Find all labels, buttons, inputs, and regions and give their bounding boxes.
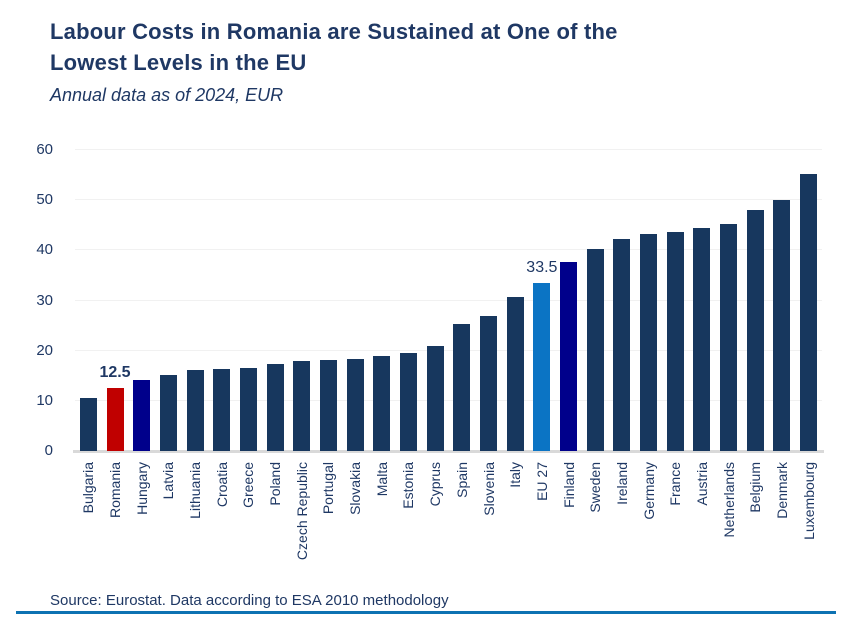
gridline-50 (75, 199, 822, 201)
x-axis-label-latvia: Latvia (160, 462, 177, 500)
bar-bulgaria (79, 398, 97, 451)
data-label-romania: 12.5 (99, 364, 131, 382)
bar-portugal (319, 360, 337, 451)
x-axis-label-spain: Spain (453, 462, 470, 498)
x-axis-label-poland: Poland (267, 462, 284, 506)
x-axis-label-netherlands: Netherlands (720, 462, 737, 538)
bar-luxembourg (800, 174, 818, 451)
bar-slovakia (346, 359, 364, 451)
bar-hungary (133, 380, 151, 451)
x-axis-label-ireland: Ireland (613, 462, 630, 505)
x-axis-label-germany: Germany (640, 462, 657, 520)
x-axis-label-cyprus: Cyprus (427, 462, 444, 507)
x-axis-label-austria: Austria (693, 462, 710, 506)
y-tick-label-0: 0 (44, 442, 53, 459)
chart-title: Labour Costs in Romania are Sustained at… (50, 16, 770, 78)
x-axis-label-slovakia: Slovakia (347, 462, 364, 515)
x-axis-label-lithuania: Lithuania (187, 462, 204, 519)
bar-italy (506, 296, 524, 451)
bar-croatia (213, 368, 231, 451)
bar-eu-27 (533, 282, 551, 451)
chart-title-line2: Lowest Levels in the EU (50, 50, 307, 75)
chart-subtitle: Annual data as of 2024, EUR (50, 85, 284, 105)
x-axis-label-italy: Italy (507, 462, 524, 488)
x-axis-label-slovenia: Slovenia (480, 462, 497, 516)
y-tick-label-20: 20 (36, 341, 53, 359)
bar-finland (560, 261, 578, 451)
x-axis-label-portugal: Portugal (320, 462, 337, 515)
bar-belgium (746, 209, 764, 451)
bar-austria (693, 228, 711, 451)
y-tick-label-50: 50 (36, 191, 53, 209)
x-axis-label-bulgaria: Bulgaria (80, 462, 97, 514)
plot-area: 12.5 33.5 (73, 149, 824, 453)
footer-rule (16, 611, 836, 614)
gridline-40 (75, 249, 822, 251)
x-axis-label-hungary: Hungary (133, 462, 150, 515)
bar-lithuania (186, 370, 204, 451)
bar-latvia (159, 375, 177, 451)
x-axis-labels: Bulgaria Romania Hungary Latvia Lithuania Cro… (75, 462, 822, 587)
gridline-20 (75, 349, 822, 351)
bar-estonia (399, 353, 417, 451)
x-axis-label-denmark: Denmark (773, 462, 790, 519)
x-axis-label-czech-republic: Czech Republic (293, 462, 310, 561)
chart-title-line1: Labour Costs in Romania are Sustained at… (50, 19, 618, 44)
y-tick-label-30: 30 (36, 291, 53, 309)
bar-czech-republic (293, 360, 311, 451)
bar-spain (453, 323, 471, 451)
bar-netherlands (720, 224, 738, 451)
y-tick-label-60: 60 (36, 141, 53, 158)
data-label-eu-27: 33.5 (526, 258, 558, 276)
bar-greece (239, 367, 257, 451)
x-axis-line (73, 450, 824, 453)
source-note: Source: Eurostat. Data according to ESA … (50, 592, 449, 609)
x-axis-label-luxembourg: Luxembourg (800, 462, 817, 540)
x-axis-label-belgium: Belgium (747, 462, 764, 513)
x-axis-label-croatia: Croatia (213, 462, 230, 508)
gridline-30 (75, 299, 822, 301)
x-axis-label-romania: Romania (107, 462, 124, 519)
y-tick-label-40: 40 (36, 241, 53, 259)
bar-poland (266, 364, 284, 451)
bar-romania (106, 388, 124, 451)
x-axis-label-sweden: Sweden (587, 462, 604, 513)
bar-slovenia (480, 316, 498, 451)
bar-denmark (773, 200, 791, 451)
bar-france (666, 231, 684, 451)
bar-malta (373, 355, 391, 451)
bar-cyprus (426, 345, 444, 451)
bar-sweden (586, 249, 604, 451)
x-axis-label-malta: Malta (373, 462, 390, 497)
y-tick-label-10: 10 (36, 391, 53, 409)
bar-germany (640, 233, 658, 451)
x-axis-label-eu-27: EU 27 (533, 462, 550, 501)
gridline-60 (75, 149, 822, 150)
bar-ireland (613, 238, 631, 451)
gridline-10 (75, 399, 822, 401)
x-axis-label-france: France (667, 462, 684, 506)
x-axis-label-finland: Finland (560, 462, 577, 508)
x-axis-label-greece: Greece (240, 462, 257, 508)
x-axis-label-estonia: Estonia (400, 462, 417, 509)
